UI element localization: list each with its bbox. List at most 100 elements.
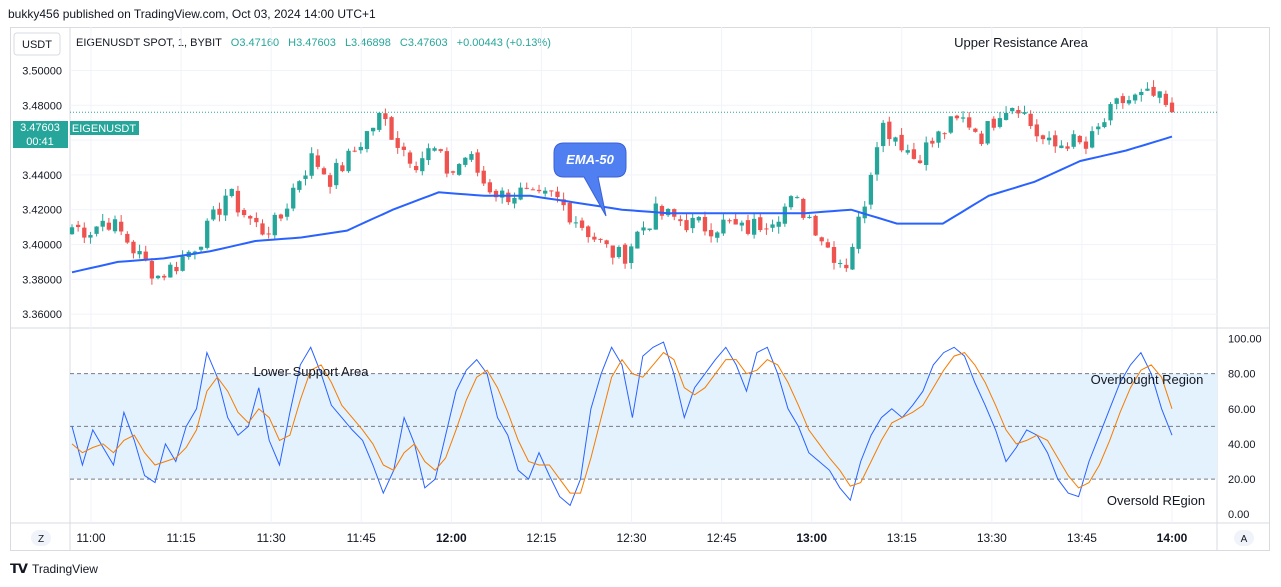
candle-body — [874, 147, 880, 175]
candle-body — [838, 263, 843, 265]
candle-series — [69, 80, 1217, 285]
candle-body — [1169, 102, 1175, 113]
candle-body — [659, 205, 665, 216]
candle-body — [1034, 124, 1039, 137]
time-tick-label: 14:00 — [1157, 531, 1188, 545]
candle-body — [334, 162, 339, 186]
timezone-button-label: Z — [38, 534, 44, 545]
candle-body — [149, 260, 155, 279]
candle-body — [905, 150, 910, 153]
candle-body — [327, 175, 333, 187]
candle-body — [1120, 96, 1125, 104]
candle-body — [223, 195, 228, 216]
last-price-tag: 3.47603 00:41 EIGENUSDT — [13, 121, 139, 148]
stoch-tick-label: 80.00 — [1228, 369, 1256, 381]
candle-body — [457, 164, 462, 175]
candle-body — [174, 266, 179, 272]
candle-body — [69, 227, 75, 235]
candle-body — [967, 117, 972, 128]
currency-button[interactable] — [13, 32, 61, 56]
stoch-k-line — [71, 341, 1173, 507]
candle-body — [364, 131, 370, 150]
candle-body — [235, 190, 241, 213]
candle-body — [284, 208, 290, 217]
price-tick-label: 3.38000 — [22, 274, 62, 286]
symbol-tag-label: EIGENUSDT — [72, 123, 136, 135]
candle-body — [629, 246, 634, 264]
candle-body — [530, 189, 536, 191]
candle-body — [555, 191, 560, 198]
candle-body — [1114, 98, 1119, 104]
ohlc-change: +0.00443 (+0.13%) — [457, 37, 551, 49]
price-tick-label: 3.48000 — [22, 100, 62, 112]
candle-body — [881, 122, 886, 147]
candle-body — [702, 216, 708, 232]
candle-body — [586, 226, 591, 238]
symbol-legend: EIGENUSDT SPOT, 1, BYBIT O3.47160 H3.476… — [76, 37, 551, 49]
candle-body — [887, 121, 892, 140]
candle-body — [1089, 131, 1095, 148]
stoch-d-line — [71, 351, 1173, 494]
candle-body — [1053, 135, 1058, 147]
candle-body — [862, 206, 867, 219]
candle-body — [1046, 137, 1052, 141]
candle-body — [352, 150, 357, 152]
candle-body — [125, 233, 130, 243]
candle-body — [813, 215, 818, 236]
candle-body — [401, 146, 406, 150]
candle-body — [893, 137, 898, 142]
candle-body — [942, 133, 947, 135]
stoch-tick-label: 40.00 — [1228, 439, 1256, 451]
timezone-button[interactable] — [31, 530, 51, 546]
candle-body — [506, 192, 511, 203]
price-tick-label: 3.44000 — [22, 170, 62, 182]
candle-body — [155, 275, 161, 279]
candle-body — [1077, 135, 1082, 143]
candle-body — [1096, 126, 1101, 130]
candle-body — [426, 148, 431, 161]
time-tick-label: 12:45 — [707, 531, 737, 545]
candle-body — [370, 127, 376, 132]
candle-body — [119, 221, 124, 232]
candle-body — [524, 187, 529, 189]
candle-body — [794, 197, 800, 199]
candle-body — [567, 202, 572, 223]
candle-body — [266, 233, 271, 235]
candle-body — [696, 216, 701, 221]
candle-body — [420, 158, 425, 172]
auto-scale-button[interactable] — [1234, 530, 1254, 546]
candle-body — [254, 217, 259, 223]
candle-body — [487, 182, 493, 193]
candle-body — [690, 217, 695, 229]
candle-body — [205, 220, 210, 248]
candle-body — [272, 214, 277, 236]
candle-body — [94, 226, 99, 234]
candle-body — [641, 227, 646, 231]
candle-body — [715, 232, 720, 238]
candle-body — [309, 153, 314, 176]
time-tick-label: 11:30 — [257, 531, 286, 545]
candle-body — [579, 220, 585, 228]
candle-body — [665, 208, 671, 216]
stoch-tick-label: 0.00 — [1228, 509, 1249, 521]
candle-body — [432, 148, 437, 151]
candle-body — [653, 203, 658, 230]
candle-body — [647, 228, 652, 230]
candle-body — [315, 155, 320, 167]
oversold-label: Oversold REgion — [1107, 493, 1205, 508]
candle-body — [561, 199, 566, 206]
candle-body — [930, 140, 935, 144]
candle-body — [549, 190, 554, 192]
candle-body — [733, 219, 738, 225]
publisher-line: bukky456 published on TradingView.com, O… — [8, 7, 376, 21]
candle-body — [745, 220, 751, 234]
candle-body — [991, 118, 996, 128]
candle-body — [610, 245, 615, 258]
candle-body — [518, 187, 523, 200]
candle-body — [924, 142, 929, 165]
lower-support-label: Lower Support Area — [254, 364, 370, 379]
price-tick-label: 3.40000 — [22, 239, 62, 251]
candle-body — [536, 189, 542, 192]
ema-50-line — [71, 135, 1173, 274]
